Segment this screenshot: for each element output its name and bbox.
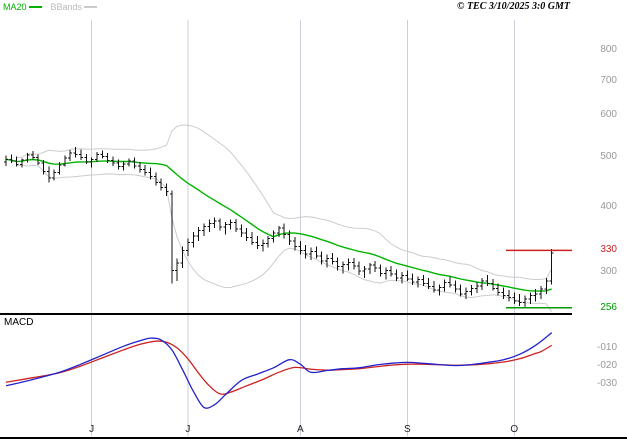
legend-ma20-label: MA20	[3, 2, 27, 12]
ohlc-bars	[4, 146, 554, 307]
legend-ma20[interactable]: MA20	[3, 2, 42, 12]
bollinger-upper-line	[16, 124, 553, 280]
bollinger-lower-line	[16, 164, 553, 313]
macd-signal-line	[5, 340, 553, 395]
ma20-line	[5, 158, 552, 292]
legend-bar: MA20 BBands	[3, 2, 98, 12]
ma20-line-sample-icon	[28, 6, 42, 8]
bottom-border	[0, 437, 627, 439]
macd-line	[5, 332, 553, 409]
bbands-line-sample-icon	[84, 6, 98, 8]
panel-separator	[0, 313, 572, 315]
legend-bbands[interactable]: BBands	[51, 2, 98, 12]
macd-panel-label: MACD	[4, 317, 34, 328]
copyright-text: © TEC 3/10/2025 3:0 GMT	[456, 1, 570, 12]
legend-bbands-label: BBands	[50, 2, 83, 12]
